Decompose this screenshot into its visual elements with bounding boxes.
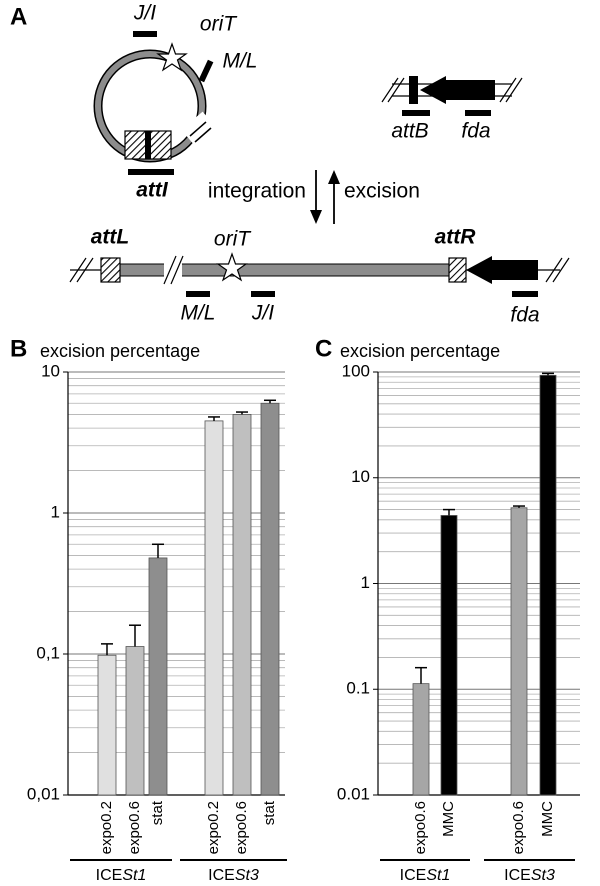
group-label: ICESt3 (504, 867, 555, 884)
label-fda: fda (461, 120, 490, 143)
y-tick-label: 1 (361, 573, 370, 592)
panel-label: B (10, 335, 27, 362)
break-slash (194, 127, 212, 143)
bar (125, 646, 145, 796)
group-label: ICESt3 (208, 867, 259, 884)
group-prefix: ICE (400, 867, 427, 884)
panel-label: A (10, 3, 27, 30)
break (164, 258, 182, 282)
bar (440, 515, 458, 796)
att-core (145, 131, 151, 159)
attB-bar (402, 110, 430, 116)
x-tick-label: stat (149, 800, 166, 825)
y-tick-label: 100 (342, 361, 370, 380)
panel-a: A J/I oriT M/L attI attB fda integration… (10, 2, 570, 327)
bar (510, 507, 528, 796)
y-axis-label: excision percentage (40, 341, 200, 361)
break-slash (499, 77, 517, 103)
label-ml: M/L (180, 302, 215, 325)
break-slash (387, 77, 405, 103)
y-tick-label: 1 (51, 502, 60, 521)
label-fda: fda (510, 304, 539, 327)
label-oriT: oriT (200, 13, 238, 36)
label-attR: attR (435, 226, 477, 249)
star (156, 42, 188, 72)
fda-gene (420, 76, 495, 104)
x-tick-label: MMC (539, 801, 556, 837)
bar (97, 654, 117, 796)
group-prefix: ICE (504, 867, 531, 884)
group-label: ICESt1 (400, 867, 451, 884)
group-name: St1 (426, 867, 450, 884)
break-slash (552, 257, 570, 283)
group-name: St3 (235, 867, 259, 884)
y-tick-label: 10 (41, 361, 60, 380)
ml-bar (198, 59, 214, 83)
break-slash (381, 77, 399, 103)
label-ml: M/L (222, 50, 257, 73)
bar (412, 683, 430, 796)
panel-label: C (315, 335, 332, 362)
label-integration: integration (208, 180, 306, 203)
attR-box (448, 257, 467, 283)
label-attI: attI (136, 179, 169, 202)
x-tick-label: expo0.6 (510, 801, 527, 854)
label-excision: excision (344, 180, 420, 203)
label-attB: attB (391, 120, 428, 143)
label-ji: J/I (133, 2, 156, 25)
star (216, 252, 248, 282)
label-ji: J/I (251, 302, 274, 325)
bar (204, 420, 224, 796)
fda-gene (466, 256, 538, 284)
break-slash (505, 77, 523, 103)
x-tick-label: expo0.2 (205, 801, 222, 854)
x-tick-label: expo0.6 (126, 801, 143, 854)
x-tick-label: MMC (440, 801, 457, 837)
bar (539, 374, 557, 796)
y-tick-label: 0.1 (346, 679, 370, 698)
attL-box (100, 257, 121, 283)
attI-bar (128, 169, 174, 175)
y-tick-label: 10 (351, 467, 370, 486)
fda-bar (465, 110, 491, 116)
x-tick-label: expo0.2 (98, 801, 115, 854)
group-label: ICESt1 (96, 867, 147, 884)
bar (148, 557, 168, 796)
arrow-head (310, 210, 322, 224)
ji-bar (133, 31, 157, 37)
y-tick-label: 0,01 (27, 784, 60, 803)
break-slash (69, 257, 87, 283)
x-tick-label: stat (261, 800, 278, 825)
label-attL: attL (91, 226, 130, 249)
break-slash (545, 257, 563, 283)
group-name: St3 (531, 867, 555, 884)
bar (232, 414, 252, 796)
x-tick-label: expo0.6 (412, 801, 429, 854)
group-prefix: ICE (96, 867, 123, 884)
break-slash (170, 255, 184, 285)
break-slash (76, 257, 94, 283)
group-prefix: ICE (208, 867, 235, 884)
y-axis-label: excision percentage (340, 341, 500, 361)
arrow-head (328, 170, 340, 184)
break-slash (163, 255, 177, 285)
label-oriT: oriT (214, 228, 252, 251)
ji-bar (251, 291, 275, 297)
y-tick-label: 0,1 (36, 643, 60, 662)
fda-bar (512, 291, 538, 297)
y-tick-label: 0.01 (337, 784, 370, 803)
attB-site (409, 76, 418, 104)
bar (260, 402, 280, 796)
ml-bar (186, 291, 210, 297)
break-slash (189, 121, 207, 137)
group-name: St1 (122, 867, 146, 884)
x-tick-label: expo0.6 (233, 801, 250, 854)
